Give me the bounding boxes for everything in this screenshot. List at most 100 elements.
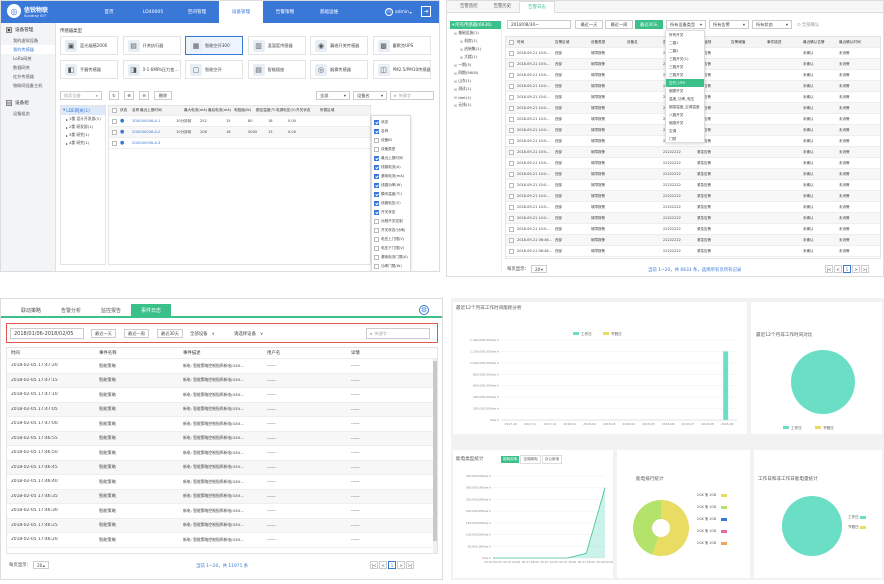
tree-root[interactable]: ▾ 所有传感器(6636) (450, 21, 501, 29)
table-scrollbar[interactable] (433, 359, 437, 553)
table-row[interactable]: 2018-02-05 17:46:20 智能策略 新电: 智能策略控制指挥新电(GE… (7, 533, 437, 548)
event-tab[interactable]: 事件日志 (131, 304, 172, 318)
energy-type-tab[interactable]: 空调用电 (520, 455, 541, 464)
tree-item[interactable]: ⊞ 机房(1) (450, 37, 501, 45)
column-option[interactable]: 线路电流(A) (374, 163, 408, 172)
nav-item[interactable]: LD40605 (142, 9, 164, 15)
sensor-type-tile[interactable]: ◉ 漏液开关传感器 (310, 36, 368, 55)
tree-item[interactable]: ▸ 3楼 研究(1) (61, 131, 105, 139)
sidebar-item[interactable]: LoRa网关 (13, 56, 32, 61)
column-option[interactable]: 漏电电流门限(A) (374, 253, 408, 262)
settings-gear-icon[interactable]: ⚙ (419, 305, 429, 315)
tree-item[interactable]: ▸ 2楼 研发部(1) (61, 123, 105, 131)
sidebar-group-device[interactable]: ▣ 设备管理 (1, 23, 55, 36)
keyword-input[interactable]: ⌕ 关键字 (390, 91, 434, 100)
table-row[interactable]: 2018-09-21 10:0... 西部 故障报警 22222222 紧急告警 未确认 未… (506, 169, 880, 180)
search-input[interactable]: 搜索设备 ⌕ (60, 91, 102, 100)
sensor-type-tile[interactable]: ▩ 霍默克UPS (372, 36, 431, 55)
tree-item[interactable]: ⊞ 一期(3) (450, 61, 501, 69)
checkbox[interactable] (374, 219, 379, 224)
checkbox[interactable] (374, 165, 379, 170)
nav-item[interactable]: 告警策略 (275, 10, 295, 15)
status-select[interactable]: 所有状态 ▾ (752, 20, 792, 29)
dropdown-option[interactable]: 三路开关(1) (669, 57, 689, 61)
dropdown-option[interactable]: 空调 (669, 129, 677, 133)
nav-item[interactable]: 首页 (104, 10, 114, 15)
table-row[interactable]: 2018-02-05 17:46:55 智能策略 新电: 智能策略控制指挥新电(GE… (7, 431, 437, 446)
dropdown-option[interactable]: 三路开关 (669, 65, 684, 69)
tree-item[interactable]: ⊞ 大楼(1) (450, 53, 501, 61)
nav-item[interactable]: 基础运维 (319, 10, 339, 15)
sidebar-item[interactable]: 我的虚拟设备 (13, 38, 39, 43)
alarm-tab[interactable]: 告警日志 (519, 1, 555, 13)
sensor-type-tile[interactable]: ◨ 0-1.6MPa压力变... (122, 60, 181, 79)
checkbox[interactable] (374, 255, 379, 260)
sensor-type-tile[interactable]: ◫ PM2.5/PM10传感器 (372, 60, 431, 79)
checkbox[interactable] (374, 120, 379, 125)
table-row[interactable]: 2018-09-21 10:0... 西部 故障报警 22222222 紧急告警 未确认 未… (506, 202, 880, 213)
column-option[interactable]: 电压上门限(V) (374, 235, 408, 244)
page-size-select[interactable]: 20 ▴ (32, 561, 49, 569)
checkbox[interactable] (374, 147, 379, 152)
column-option[interactable]: 功率门限(W) (374, 262, 408, 271)
table-row[interactable]: 2018-09-21 10:0... 西部 故障报警 22222222 紧急告警 未确认 未… (506, 180, 880, 191)
page-button[interactable]: |< (370, 561, 378, 569)
last-30days-button[interactable]: 最近30天 (635, 20, 663, 29)
sidebar-item[interactable]: 物联网设备主机 (13, 83, 43, 88)
dropdown-option[interactable]: 烟雾开关 (669, 89, 684, 93)
filter-select-all[interactable]: 全部 ▾ (316, 91, 350, 100)
remove-button[interactable]: ⊖ (139, 91, 149, 100)
checkbox[interactable] (374, 201, 379, 206)
date-range-input[interactable]: 2018/01/06-2018/02/05 (10, 328, 84, 339)
energy-type-tab[interactable]: 办公用电 (541, 455, 563, 464)
sensor-type-tile[interactable]: ▣ 蓝光烟感2000 (60, 36, 118, 55)
checkbox[interactable] (112, 108, 117, 113)
checkbox[interactable] (374, 210, 379, 215)
table-row[interactable]: ● 2GK000006-A-1 10分钟前 252 15 80 18 0.00 (109, 116, 370, 127)
checkbox[interactable] (374, 156, 379, 161)
column-option[interactable]: 电压下门限(V) (374, 244, 408, 253)
page-button[interactable]: >| (406, 561, 414, 569)
checkbox[interactable] (509, 149, 514, 155)
column-option[interactable]: 漏电电流(mA) (374, 172, 408, 181)
checkbox[interactable] (509, 83, 514, 89)
table-row[interactable]: 2018-09-21 10:0... 西部 故障报警 22222222 紧急告警 未确认 未… (506, 213, 880, 224)
table-row[interactable]: 2018-02-05 17:47:00 智能策略 新电: 智能策略控制指挥新电(GE… (7, 417, 437, 432)
column-option[interactable]: 远程开关控制 (374, 217, 408, 226)
sensor-type-tile[interactable]: ◎ 烟雾传感器 (310, 60, 368, 79)
dropdown-option[interactable]: 门禁 (669, 137, 677, 141)
nav-item[interactable]: 设备管理 (219, 1, 263, 23)
table-row[interactable]: 2018-09-21 06:46... 西部 故障报警 22222222 紧急告警 未确认… (506, 246, 880, 257)
checkbox[interactable] (509, 116, 514, 122)
page-button[interactable]: 1 (843, 265, 851, 273)
last-day-button[interactable]: 最近一天 (91, 329, 116, 338)
table-row[interactable]: 2018-02-05 17:46:40 智能策略 新电: 智能策略控制指挥新电(GE… (7, 475, 437, 490)
page-button[interactable]: |< (825, 265, 833, 273)
last-week-button[interactable]: 最近一周 (124, 329, 149, 338)
energy-type-tab[interactable]: 能耗用电 (501, 456, 520, 463)
scrollbar-thumb[interactable] (433, 361, 437, 541)
date-range-input[interactable]: 2018/08/30~ (507, 20, 571, 29)
table-row[interactable]: 2018-09-21 10:0... 西部 故障报警 22222222 紧急告警 未确认 未… (506, 158, 880, 169)
checkbox[interactable] (509, 127, 514, 133)
checkbox[interactable] (374, 264, 379, 269)
sensor-type-tile[interactable]: ▢ 智能空开 (185, 60, 243, 79)
sidebar-item[interactable]: 数据网关 (13, 65, 30, 70)
table-row[interactable]: 2018-09-21 10:0... 西部 故障报警 22222222 紧急告警 未确认 未… (506, 147, 880, 158)
event-tab[interactable]: 联动策略 (21, 308, 42, 314)
table-row[interactable]: 2018-02-05 17:47:15 智能策略 新电: 智能策略控制指挥新电(GE… (7, 373, 437, 388)
table-row[interactable]: 2018-02-05 17:46:25 智能策略 新电: 智能策略控制指挥新电(GE… (7, 518, 437, 533)
checkbox[interactable] (374, 129, 379, 134)
checkbox[interactable] (112, 140, 117, 146)
sidebar-item[interactable]: 我的传感器 (1, 45, 55, 54)
page-button[interactable]: < (379, 561, 387, 569)
column-option[interactable]: 最近上报时间 (374, 154, 408, 163)
table-row[interactable]: 2018-02-05 17:47:10 智能策略 新电: 智能策略控制指挥新电(GE… (7, 388, 437, 403)
alarm-select[interactable]: 所有告警 ▾ (709, 20, 749, 29)
tree-item[interactable]: ⊞ 山东(1) (450, 77, 501, 85)
keyword-search-input[interactable]: ⌕ 关键字 (366, 328, 430, 339)
checkbox[interactable] (509, 171, 514, 177)
page-button[interactable]: > (852, 265, 860, 273)
table-row[interactable]: 2018-02-05 17:46:50 智能策略 新电: 智能策略控制指挥新电(GE… (7, 446, 437, 461)
checkbox[interactable] (509, 61, 514, 67)
